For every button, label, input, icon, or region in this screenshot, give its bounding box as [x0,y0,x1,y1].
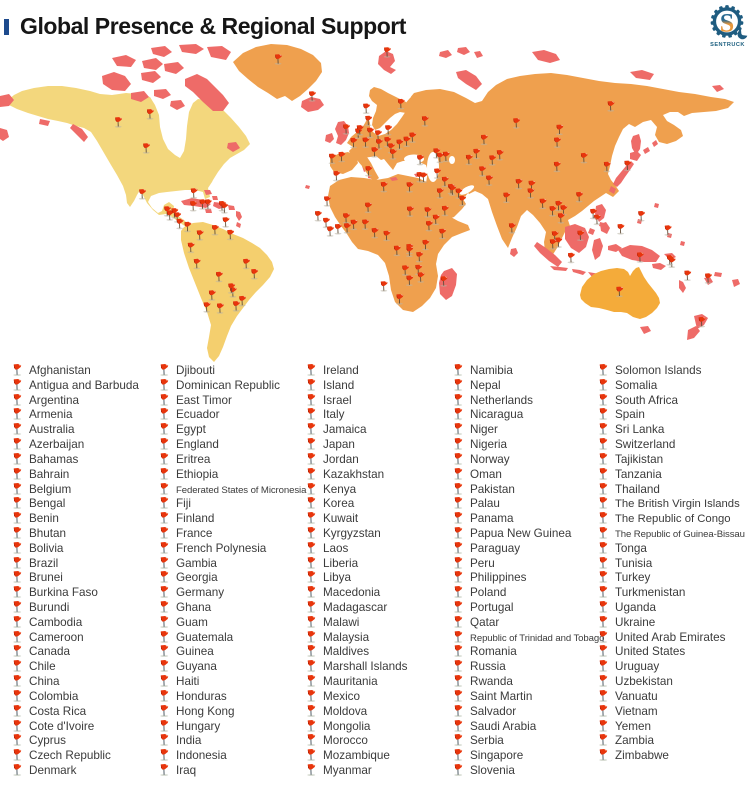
svg-text:S: S [720,9,734,38]
svg-text:SENTRUCK: SENTRUCK [710,42,745,48]
